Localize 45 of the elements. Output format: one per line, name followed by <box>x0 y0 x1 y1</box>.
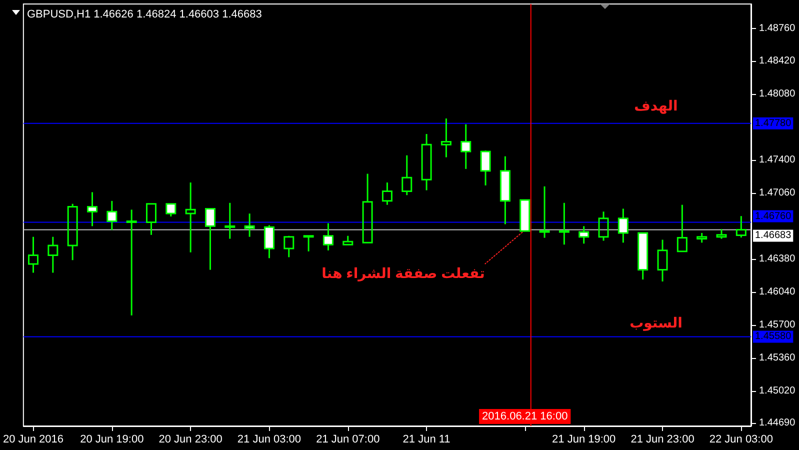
candlestick <box>440 118 452 158</box>
y-tick-label: 1.45360 <box>759 352 796 364</box>
candlestick <box>106 200 118 231</box>
candlestick <box>244 212 255 238</box>
x-tick-label: 2016.06.21 16:00 <box>482 410 568 422</box>
x-tick-label: 21 Jun 03:00 <box>237 434 302 446</box>
y-tick-label: 1.47060 <box>759 188 796 199</box>
x-tick-label: 22 Jun 03:00 <box>709 434 773 446</box>
y-tick-label: 1.46380 <box>759 254 796 265</box>
ref-line-label: 1.47780 <box>755 118 792 129</box>
candlestick <box>224 202 236 240</box>
candlestick <box>185 182 196 254</box>
x-tick-label: 21 Jun 11 <box>402 434 450 446</box>
chart-title: GBPUSD,H1 1.46626 1.46824 1.46603 1.46683 <box>27 8 262 20</box>
candlestick <box>87 191 98 227</box>
y-tick-label: 1.48080 <box>759 88 796 100</box>
y-tick-label: 1.46040 <box>759 286 796 298</box>
x-tick-label: 21 Jun 07:00 <box>316 434 380 446</box>
y-tick-label: 1.48760 <box>759 22 796 34</box>
candlestick <box>28 236 39 274</box>
x-tick-label: 20 Jun 2016 <box>2 434 64 446</box>
x-tick-label: 21 Jun 19:00 <box>552 434 616 446</box>
candlestick <box>558 202 570 246</box>
annotation: الستوب <box>630 314 682 332</box>
candlestick <box>126 208 137 316</box>
candlestick <box>421 133 432 192</box>
ref-line-label: 1.45580 <box>755 331 792 342</box>
y-tick-label: 1.44690 <box>759 418 796 429</box>
annotation: الهدف <box>634 97 678 114</box>
y-tick-label: 1.48420 <box>759 56 796 67</box>
annotation: تفعلت صفقة الشراء هنا <box>322 265 485 282</box>
x-tick-label: 20 Jun 19:00 <box>80 434 144 446</box>
ref-line-label: 1.46760 <box>755 210 792 222</box>
candlestick <box>48 236 58 274</box>
candlestick <box>657 238 668 282</box>
y-tick-label: 1.45020 <box>759 386 796 397</box>
candlestick <box>460 124 472 170</box>
y-tick-label: 1.45700 <box>759 320 796 331</box>
candlestick <box>382 182 392 206</box>
x-tick-label: 21 Jun 23:00 <box>630 434 694 446</box>
ref-line-label: 1.46683 <box>755 230 792 242</box>
y-tick-label: 1.47400 <box>759 154 796 166</box>
candlestick <box>500 156 510 225</box>
x-tick-label: 20 Jun 23:00 <box>158 434 222 446</box>
candlestick <box>618 208 628 244</box>
